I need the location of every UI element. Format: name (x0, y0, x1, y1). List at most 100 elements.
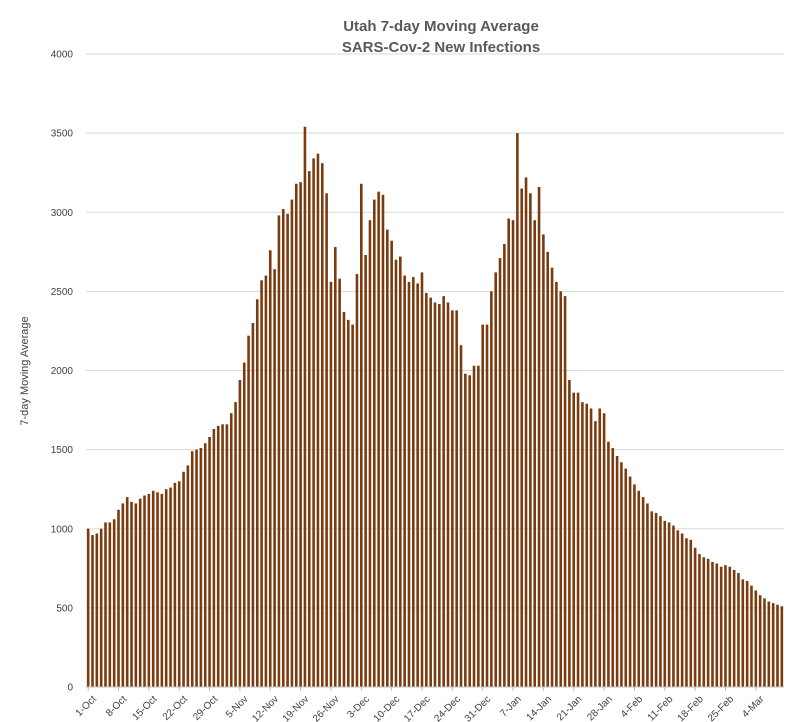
y-tick-label: 3000 (51, 208, 74, 219)
bar (594, 421, 597, 687)
bar (572, 392, 576, 687)
bar (706, 558, 710, 687)
y-tick-label: 1000 (51, 524, 74, 535)
bar (342, 311, 346, 687)
x-tick-label: 14-Jan (525, 694, 554, 722)
bar (368, 220, 372, 687)
x-tick-label: 18-Feb (676, 694, 706, 722)
bar (459, 345, 463, 687)
bar (715, 563, 719, 687)
bar (524, 177, 528, 687)
bar (134, 503, 138, 687)
bar (281, 209, 285, 687)
bar (654, 512, 658, 687)
bar (173, 482, 177, 687)
bar (581, 402, 584, 687)
bar (550, 267, 554, 687)
bars (86, 126, 784, 688)
x-tick-label: 26-Nov (311, 694, 342, 722)
bar (455, 310, 458, 687)
y-tick-label: 2000 (51, 366, 74, 377)
bar (641, 497, 645, 687)
x-tick-label: 29-Oct (191, 694, 220, 722)
bar (763, 598, 766, 687)
bar (442, 296, 445, 687)
bar (212, 429, 216, 687)
bar (776, 604, 779, 687)
bar (203, 443, 207, 687)
y-axis-ticks: 0 500 1000 1500 2000 2500 3000 3500 4000 (51, 50, 74, 694)
bar (724, 565, 727, 687)
y-tick-label: 3500 (51, 129, 74, 140)
bar (86, 528, 90, 687)
bar (737, 573, 740, 687)
x-axis-ticks: 1-Oct 8-Oct 15-Oct 22-Oct 29-Oct 5-Nov 12-Nov 1… (74, 687, 767, 722)
bar (542, 234, 545, 687)
bar (503, 243, 506, 687)
bar (511, 220, 515, 687)
bar (303, 126, 307, 688)
bar (182, 471, 185, 687)
bar (667, 522, 671, 687)
bar (719, 566, 723, 687)
bar (702, 557, 706, 687)
bar (229, 413, 233, 687)
bar (199, 448, 203, 687)
x-tick-label: 4-Feb (619, 694, 646, 721)
bar (164, 489, 168, 687)
bar (112, 519, 116, 687)
y-tick-label: 2500 (51, 287, 74, 298)
bar (381, 194, 385, 687)
bar (190, 451, 194, 687)
bar (390, 240, 393, 688)
bar (216, 425, 220, 687)
bar (225, 424, 229, 687)
bar (186, 465, 190, 687)
x-tick-label: 12-Nov (250, 694, 281, 722)
bar (294, 183, 298, 687)
bar (563, 296, 567, 687)
bar (355, 273, 359, 687)
x-tick-label: 24-Dec (432, 694, 463, 722)
bar (624, 468, 628, 687)
bar (602, 413, 606, 687)
bar (95, 533, 99, 687)
bar (307, 171, 311, 688)
bar (433, 302, 437, 687)
bar (533, 220, 537, 687)
bar (234, 402, 237, 687)
bar (247, 335, 250, 687)
bar (329, 281, 333, 687)
bar (91, 535, 94, 687)
bar (268, 250, 272, 688)
bar (659, 516, 662, 687)
bar (771, 603, 775, 687)
bar (412, 277, 415, 687)
y-tick-label: 4000 (51, 50, 74, 61)
bar (156, 492, 159, 687)
bar (628, 476, 632, 687)
bar (108, 522, 112, 687)
bar (451, 310, 454, 687)
bar (117, 509, 120, 687)
bar (780, 606, 784, 687)
bar (481, 324, 484, 687)
bar (485, 324, 489, 687)
bar (698, 554, 701, 687)
bar (446, 302, 450, 687)
bar (598, 408, 602, 687)
bar (745, 580, 749, 687)
chart-subtitle: SARS-Cov-2 New Infections (342, 39, 540, 56)
bar (299, 182, 302, 687)
bar (507, 218, 510, 687)
bar (425, 292, 428, 687)
bar (169, 487, 172, 687)
x-tick-label: 4-Mar (740, 693, 767, 720)
bar (676, 530, 680, 687)
bar (151, 490, 155, 687)
bar (346, 319, 350, 687)
bar (646, 503, 649, 687)
bar (195, 449, 198, 688)
x-tick-label: 1-Oct (74, 694, 99, 719)
bar (338, 278, 341, 687)
